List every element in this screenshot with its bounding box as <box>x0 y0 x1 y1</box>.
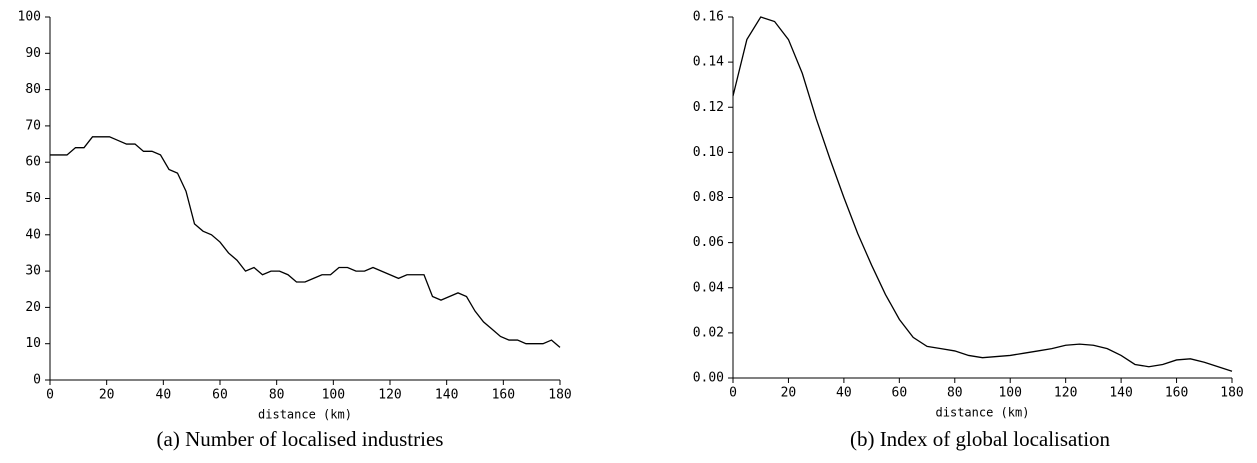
y-tick-label: 0.02 <box>693 325 724 340</box>
x-tick-label: 160 <box>492 388 515 403</box>
x-tick-label: 160 <box>1165 386 1188 401</box>
y-tick-label: 0.12 <box>693 100 724 115</box>
y-tick-label: 0.14 <box>693 55 724 70</box>
caption: (b) Index of global localisation <box>850 427 1111 451</box>
x-tick-label: 0 <box>46 388 54 403</box>
x-tick-label: 80 <box>269 388 285 403</box>
x-tick-label: 0 <box>729 386 737 401</box>
x-tick-label: 100 <box>998 386 1021 401</box>
y-tick-label: 80 <box>25 82 41 97</box>
x-tick-label: 40 <box>156 388 172 403</box>
x-tick-label: 80 <box>947 386 963 401</box>
data-line <box>50 136 561 348</box>
x-tick-label: 40 <box>836 386 852 401</box>
x-tick-label: 100 <box>322 388 345 403</box>
x-tick-label: 140 <box>1109 386 1132 401</box>
x-tick-label: 120 <box>378 388 401 403</box>
y-tick-label: 0.00 <box>693 371 724 386</box>
x-tick-label: 60 <box>212 388 228 403</box>
y-tick-label: 0.06 <box>693 235 724 250</box>
y-tick-label: 90 <box>25 46 41 61</box>
y-tick-label: 0.10 <box>693 145 724 160</box>
y-tick-label: 0.16 <box>693 10 724 25</box>
y-tick-label: 0.08 <box>693 190 724 205</box>
x-tick-label: 140 <box>435 388 458 403</box>
y-tick-label: 100 <box>18 10 41 25</box>
data-line <box>732 16 1233 372</box>
y-tick-label: 70 <box>25 118 41 133</box>
y-tick-label: 0.04 <box>693 280 724 295</box>
y-tick-label: 30 <box>25 264 41 279</box>
x-axis-label: distance (km) <box>936 406 1030 420</box>
y-tick-label: 20 <box>25 300 41 315</box>
x-axis-label: distance (km) <box>258 408 352 422</box>
x-tick-label: 20 <box>781 386 797 401</box>
y-tick-label: 60 <box>25 155 41 170</box>
y-tick-label: 50 <box>25 191 41 206</box>
caption: (a) Number of localised industries <box>157 427 444 451</box>
x-tick-label: 60 <box>892 386 908 401</box>
y-tick-label: 40 <box>25 227 41 242</box>
y-tick-label: 10 <box>25 336 41 351</box>
x-tick-label: 120 <box>1054 386 1077 401</box>
x-tick-label: 180 <box>548 388 571 403</box>
x-tick-label: 20 <box>99 388 115 403</box>
y-tick-label: 0 <box>33 373 41 388</box>
x-tick-label: 180 <box>1220 386 1243 401</box>
